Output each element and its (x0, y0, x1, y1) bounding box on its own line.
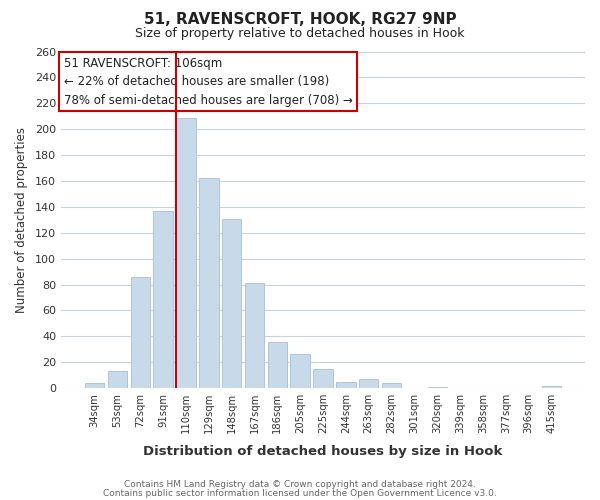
Text: Size of property relative to detached houses in Hook: Size of property relative to detached ho… (135, 28, 465, 40)
Bar (245, 284, 264, 388)
Text: 51, RAVENSCROFT, HOOK, RG27 9NP: 51, RAVENSCROFT, HOOK, RG27 9NP (143, 12, 457, 28)
Bar (85, 383, 104, 388)
Y-axis label: Number of detached properties: Number of detached properties (15, 127, 28, 313)
Bar (108, 372, 127, 388)
Bar (428, 387, 447, 388)
Bar (542, 386, 561, 388)
Text: 51 RAVENSCROFT: 106sqm
← 22% of detached houses are smaller (198)
78% of semi-de: 51 RAVENSCROFT: 106sqm ← 22% of detached… (64, 56, 353, 106)
Bar (131, 277, 150, 388)
Bar (154, 211, 173, 388)
Bar (313, 368, 333, 388)
Bar (382, 383, 401, 388)
Bar (290, 354, 310, 388)
X-axis label: Distribution of detached houses by size in Hook: Distribution of detached houses by size … (143, 444, 503, 458)
Bar (336, 382, 356, 388)
Bar (222, 218, 241, 388)
Bar (199, 178, 218, 388)
Text: Contains public sector information licensed under the Open Government Licence v3: Contains public sector information licen… (103, 488, 497, 498)
Text: Contains HM Land Registry data © Crown copyright and database right 2024.: Contains HM Land Registry data © Crown c… (124, 480, 476, 489)
Bar (359, 379, 379, 388)
Bar (176, 118, 196, 388)
Bar (268, 342, 287, 388)
